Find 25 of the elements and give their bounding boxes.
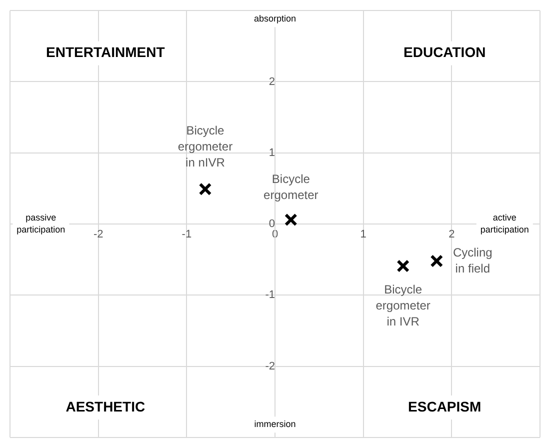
annotation: ESCAPISM (408, 398, 482, 414)
x-tick-label: 2 (448, 228, 455, 241)
y-tick-label: 2 (268, 76, 275, 88)
y-tick-label: 1 (268, 146, 275, 159)
annotation: EDUCATION (404, 44, 486, 60)
annotation: ENTERTAINMENT (46, 44, 166, 60)
annotation: Bicycle ergometer (264, 172, 318, 202)
x-tick-label: -1 (182, 228, 192, 241)
y-tick-label: -2 (265, 360, 275, 372)
point (430, 254, 444, 268)
annotation: immersion (254, 419, 296, 430)
annotation: Bicycle ergometer in nIVR (178, 123, 233, 170)
point (284, 213, 298, 226)
annotation: Cycling in field (452, 245, 492, 276)
x-tick-label: -2 (93, 228, 104, 241)
point (198, 182, 212, 196)
annotation: active participation (480, 212, 529, 234)
point (396, 260, 410, 272)
y-tick-label: -1 (265, 289, 275, 302)
annotation: Bicycle ergometer in IVR (376, 282, 430, 328)
y-tick-label: 0 (268, 218, 275, 230)
annotation: AESTHETIC (66, 398, 146, 414)
x-tick-label: 1 (360, 228, 366, 241)
annotation: absorption (254, 14, 296, 24)
annotation: passive participation (16, 212, 66, 234)
